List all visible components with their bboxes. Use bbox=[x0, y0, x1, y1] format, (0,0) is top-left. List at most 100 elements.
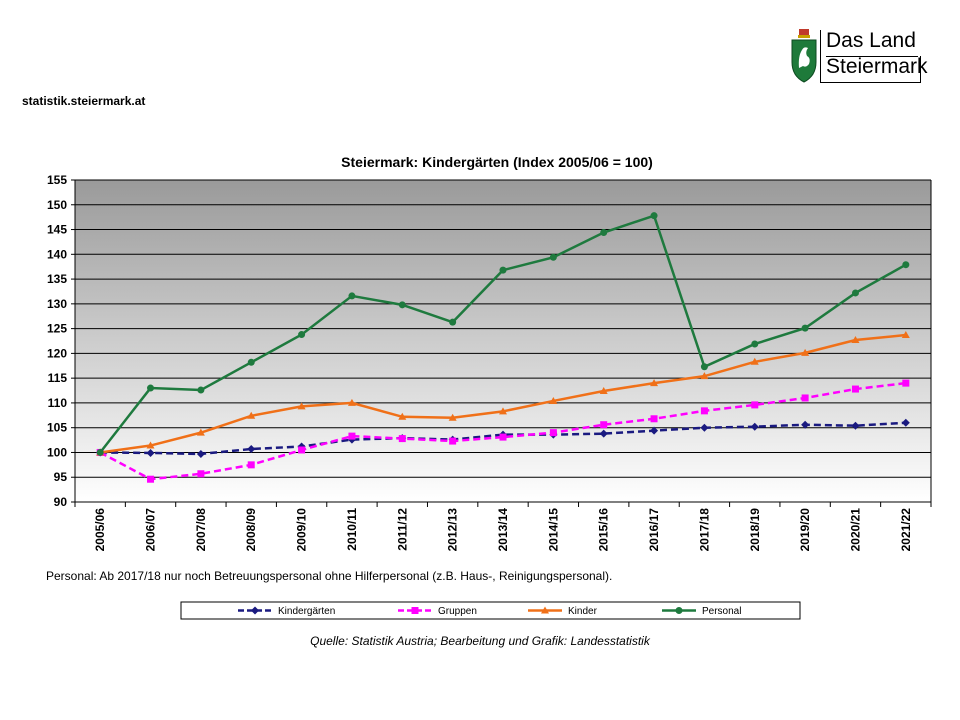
data-point-circle bbox=[298, 331, 306, 339]
data-point-diamond bbox=[851, 421, 860, 430]
data-point-triangle bbox=[750, 357, 759, 365]
data-point-circle bbox=[851, 289, 859, 297]
data-point-triangle bbox=[650, 379, 659, 387]
data-point-circle bbox=[600, 229, 608, 237]
legend-label: Kindergärten bbox=[278, 606, 335, 617]
data-point-triangle bbox=[247, 411, 256, 419]
y-tick-label: 130 bbox=[47, 297, 67, 311]
y-tick-label: 150 bbox=[47, 198, 67, 212]
data-point-diamond bbox=[801, 420, 810, 429]
x-tick-label: 2015/16 bbox=[597, 508, 611, 552]
y-tick-label: 110 bbox=[48, 396, 68, 410]
data-point-square bbox=[247, 461, 255, 469]
y-tick-label: 140 bbox=[47, 247, 67, 261]
data-point-triangle bbox=[901, 331, 910, 339]
data-point-circle bbox=[247, 358, 255, 366]
data-point-circle bbox=[801, 324, 809, 332]
legend bbox=[180, 601, 801, 620]
data-point-square bbox=[197, 470, 205, 478]
logo-line-2: Steiermark bbox=[826, 55, 928, 78]
data-point-triangle bbox=[499, 407, 507, 415]
data-point-square bbox=[298, 446, 306, 454]
x-tick-label: 2005/06 bbox=[93, 508, 107, 552]
data-point-triangle bbox=[541, 606, 549, 614]
data-point-square bbox=[902, 379, 910, 387]
data-point-triangle bbox=[146, 441, 155, 449]
x-tick-label: 2011/12 bbox=[395, 508, 409, 551]
y-tick-label: 125 bbox=[47, 322, 67, 336]
data-point-circle bbox=[449, 318, 457, 326]
data-point-diamond bbox=[650, 426, 659, 435]
data-point-circle bbox=[499, 266, 507, 274]
data-point-triangle bbox=[801, 348, 810, 356]
series-line bbox=[100, 421, 906, 456]
x-tick-label: 2021/22 bbox=[899, 508, 913, 552]
data-point-triangle bbox=[398, 412, 407, 420]
data-point-triangle bbox=[700, 372, 709, 380]
data-point-square bbox=[499, 433, 507, 441]
data-point-diamond bbox=[196, 449, 205, 458]
data-point-triangle bbox=[851, 336, 860, 344]
x-tick-label: 2017/18 bbox=[697, 508, 711, 552]
data-point-diamond bbox=[750, 422, 759, 431]
legend-label: Gruppen bbox=[438, 606, 477, 617]
data-point-square bbox=[348, 432, 356, 440]
data-point-triangle bbox=[448, 413, 457, 421]
data-point-diamond bbox=[251, 606, 259, 615]
site-url: statistik.steiermark.at bbox=[22, 94, 146, 108]
y-tick-label: 100 bbox=[47, 445, 67, 459]
data-point-circle bbox=[348, 292, 356, 300]
x-tick-label: 2018/19 bbox=[748, 508, 762, 552]
coat-of-arms-icon bbox=[791, 29, 817, 83]
data-point-circle bbox=[147, 384, 155, 392]
data-point-circle bbox=[549, 253, 557, 261]
data-point-square bbox=[801, 394, 809, 402]
data-point-square bbox=[398, 435, 406, 443]
y-tick-label: 155 bbox=[47, 173, 67, 187]
data-point-diamond bbox=[247, 444, 256, 453]
data-point-square bbox=[751, 401, 759, 409]
series-3 bbox=[96, 212, 910, 456]
data-point-circle bbox=[700, 363, 708, 371]
x-tick-label: 2007/08 bbox=[194, 508, 208, 552]
data-point-square bbox=[411, 607, 419, 614]
data-point-circle bbox=[650, 212, 658, 220]
line-chart: Steiermark: Kindergärten (Index 2005/06 … bbox=[47, 154, 932, 620]
series-line bbox=[99, 381, 906, 481]
data-point-square bbox=[449, 437, 457, 445]
data-point-circle bbox=[197, 386, 205, 394]
data-point-triangle bbox=[347, 398, 356, 406]
plot-area bbox=[75, 180, 931, 502]
y-tick-label: 90 bbox=[54, 495, 68, 509]
data-point-square bbox=[600, 421, 608, 429]
data-point-square bbox=[147, 475, 155, 483]
x-tick-label: 2009/10 bbox=[295, 508, 309, 552]
x-tick-label: 2012/13 bbox=[446, 508, 460, 552]
y-tick-label: 95 bbox=[54, 470, 68, 484]
data-point-diamond bbox=[146, 448, 155, 457]
data-point-circle bbox=[96, 448, 104, 456]
x-tick-label: 2010/11 bbox=[345, 508, 359, 551]
data-point-circle bbox=[751, 340, 759, 348]
logo: Das Land Steiermark bbox=[790, 28, 928, 84]
data-point-triangle bbox=[297, 402, 306, 410]
y-tick-label: 105 bbox=[47, 421, 67, 435]
x-tick-label: 2019/20 bbox=[798, 508, 812, 552]
x-tick-label: 2014/15 bbox=[546, 508, 560, 552]
data-point-diamond bbox=[700, 423, 709, 432]
data-point-diamond bbox=[901, 418, 910, 427]
x-tick-label: 2013/14 bbox=[496, 508, 510, 552]
footnote: Personal: Ab 2017/18 nur noch Betreuungs… bbox=[46, 569, 613, 583]
x-tick-label: 2006/07 bbox=[144, 508, 158, 552]
data-point-square bbox=[700, 407, 708, 415]
legend-label: Personal bbox=[702, 606, 741, 617]
x-tick-label: 2008/09 bbox=[244, 508, 258, 552]
data-point-circle bbox=[398, 301, 406, 309]
y-tick-label: 135 bbox=[47, 272, 67, 286]
y-tick-label: 115 bbox=[48, 371, 68, 385]
data-point-triangle bbox=[549, 396, 558, 404]
data-point-circle bbox=[675, 607, 683, 614]
logo-line-1: Das Land bbox=[826, 29, 916, 52]
y-tick-label: 120 bbox=[47, 346, 67, 360]
data-point-circle bbox=[902, 261, 910, 269]
